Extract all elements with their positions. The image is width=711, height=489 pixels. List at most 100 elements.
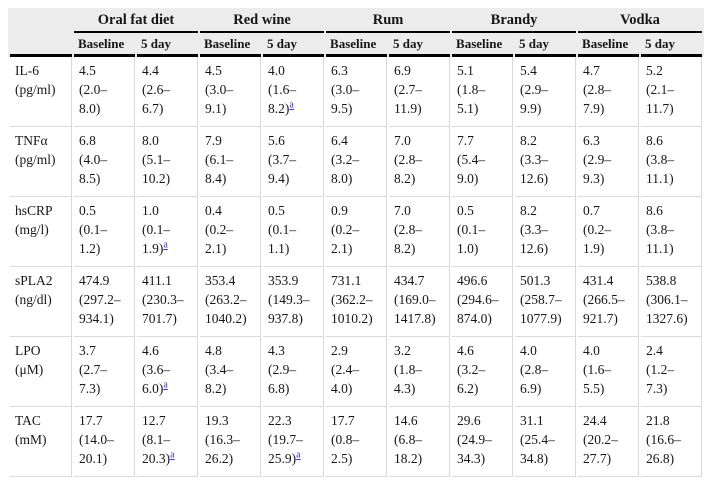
cell-value: 4.0 [268, 63, 285, 78]
cell-value: 474.9 [79, 273, 110, 288]
cell-value: 1.0 [142, 203, 159, 218]
cell-value: 0.7 [583, 203, 600, 218]
data-cell: 4.5 (2.0– 8.0) [74, 57, 135, 127]
data-cell: 19.3 (16.3– 26.2) [200, 407, 262, 477]
row-label-name: hsCRP [15, 203, 53, 218]
cell-value: 411.1 [142, 273, 172, 288]
row-label-unit: (mg/l) [15, 222, 49, 237]
subheader-baseline: Baseline [326, 33, 388, 57]
data-cell: 5.2 (2.1– 11.7) [641, 57, 703, 127]
data-cell: 4.6 (3.2– 6.2) [452, 337, 514, 407]
cell-value: 501.3 [520, 273, 551, 288]
cell-value: 496.6 [457, 273, 488, 288]
cell-value: 4.8 [205, 343, 222, 358]
data-cell: 24.4 (20.2– 27.7) [578, 407, 640, 477]
data-cell: 5.4 (2.9– 9.9) [515, 57, 577, 127]
cell-range: (2.9– 9.9) [520, 82, 549, 116]
cell-value: 4.0 [520, 343, 537, 358]
cell-value: 31.1 [520, 413, 544, 428]
cell-range: (2.7– 11.9) [394, 82, 423, 116]
data-cell: 0.4 (0.2– 2.1) [200, 197, 262, 267]
cell-range: (1.6– 8.2)a [268, 82, 297, 116]
subheader-5day: 5 day [389, 33, 451, 57]
cell-value: 0.5 [268, 203, 285, 218]
cell-value: 5.4 [520, 63, 537, 78]
footnote-link[interactable]: a [296, 449, 301, 461]
data-cell: 4.4 (2.6– 6.7) [137, 57, 199, 127]
table-row-hscrp: hsCRP (mg/l) 0.5 (0.1– 1.2) 1.0 (0.1– 1.9)a 0.… [10, 197, 703, 267]
group-header-brandy: Brandy [452, 8, 577, 33]
cell-value: 4.4 [142, 63, 159, 78]
row-label-hscrp: hsCRP (mg/l) [10, 197, 72, 267]
data-cell: 431.4 (266.5– 921.7) [578, 267, 640, 337]
data-cell: 411.1 (230.3– 701.7) [137, 267, 199, 337]
cell-range: (230.3– 701.7) [142, 292, 184, 326]
table-row-tnf: TNFα (pg/ml) 6.8 (4.0– 8.5) 8.0 (5.1– 10.2) 7.… [10, 127, 703, 197]
data-cell: 31.1 (25.4– 34.8) [515, 407, 577, 477]
table-header: Oral fat diet Red wine Rum Brandy Vodka … [10, 8, 703, 57]
cell-range: (306.1– 1327.6) [646, 292, 688, 326]
subheader-row: Baseline 5 day Baseline 5 day Baseline 5… [10, 33, 703, 57]
data-cell: 17.7 (0.8– 2.5) [326, 407, 388, 477]
cell-range: (2.8– 8.2) [394, 152, 423, 186]
row-label-tnf: TNFα (pg/ml) [10, 127, 72, 197]
data-cell: 6.8 (4.0– 8.5) [74, 127, 135, 197]
row-label-unit: (mM) [15, 432, 47, 447]
footnote-link[interactable]: a [289, 99, 294, 111]
cell-value: 17.7 [79, 413, 103, 428]
cell-range: (1.6– 5.5) [583, 362, 612, 396]
cell-range: (149.3– 937.8) [268, 292, 310, 326]
subheader-5day: 5 day [263, 33, 325, 57]
data-cell: 4.3 (2.9– 6.8) [263, 337, 325, 407]
data-cell: 4.0 (1.6– 5.5) [578, 337, 640, 407]
data-cell: 2.4 (1.2– 7.3) [641, 337, 703, 407]
data-cell: 29.6 (24.9– 34.3) [452, 407, 514, 477]
cell-range: (3.8– 11.1) [646, 222, 675, 256]
cell-range: (2.4– 4.0) [331, 362, 360, 396]
cell-range: (4.0– 8.5) [79, 152, 108, 186]
row-label-il6: IL-6 (pg/ml) [10, 57, 72, 127]
row-label-spla2: sPLA2 (ng/dl) [10, 267, 72, 337]
data-cell: 7.0 (2.8– 8.2) [389, 197, 451, 267]
subheader-baseline: Baseline [74, 33, 135, 57]
data-cell: 3.7 (2.7– 7.3) [74, 337, 135, 407]
footnote-link[interactable]: a [170, 449, 175, 461]
cell-value: 0.5 [79, 203, 96, 218]
cell-value: 353.9 [268, 273, 299, 288]
data-cell: 12.7 (8.1– 20.3)a [137, 407, 199, 477]
row-label-unit: (pg/ml) [15, 82, 56, 97]
cell-value: 3.2 [394, 343, 411, 358]
cell-range: (362.2– 1010.2) [331, 292, 373, 326]
cell-range: (5.1– 10.2) [142, 152, 171, 186]
data-cell: 6.4 (3.2– 8.0) [326, 127, 388, 197]
data-cell: 4.7 (2.8– 7.9) [578, 57, 640, 127]
footnote-link[interactable]: a [163, 379, 168, 391]
cell-value: 6.3 [331, 63, 348, 78]
cell-range: (3.3– 12.6) [520, 222, 549, 256]
cell-range: (3.4– 8.2) [205, 362, 234, 396]
cell-range: (0.2– 2.1) [331, 222, 360, 256]
table-row-il6: IL-6 (pg/ml) 4.5 (2.0– 8.0) 4.4 (2.6– 6.7) 4.5… [10, 57, 703, 127]
row-label-name: IL-6 [15, 63, 39, 78]
data-cell: 474.9 (297.2– 934.1) [74, 267, 135, 337]
row-label-name: LPO [15, 343, 41, 358]
cell-value: 12.7 [142, 413, 166, 428]
cell-value: 0.5 [457, 203, 474, 218]
data-cell: 8.0 (5.1– 10.2) [137, 127, 199, 197]
cell-value: 24.4 [583, 413, 607, 428]
cell-range: (2.8– 8.2) [394, 222, 423, 256]
data-cell: 7.7 (5.4– 9.0) [452, 127, 514, 197]
footnote-link[interactable]: a [163, 239, 168, 251]
cell-range: (3.2– 8.0) [331, 152, 360, 186]
data-cell: 496.6 (294.6– 874.0) [452, 267, 514, 337]
cell-value: 434.7 [394, 273, 425, 288]
cell-value: 5.1 [457, 63, 474, 78]
data-cell: 7.9 (6.1– 8.4) [200, 127, 262, 197]
table-row-lpo: LPO (μM) 3.7 (2.7– 7.3) 4.6 (3.6– 6.0)a 4.8 (3.… [10, 337, 703, 407]
subheader-5day: 5 day [515, 33, 577, 57]
cell-range: (3.0– 9.5) [331, 82, 360, 116]
cell-range: (1.8– 5.1) [457, 82, 486, 116]
cell-value: 4.5 [205, 63, 222, 78]
data-cell: 0.7 (0.2– 1.9) [578, 197, 640, 267]
